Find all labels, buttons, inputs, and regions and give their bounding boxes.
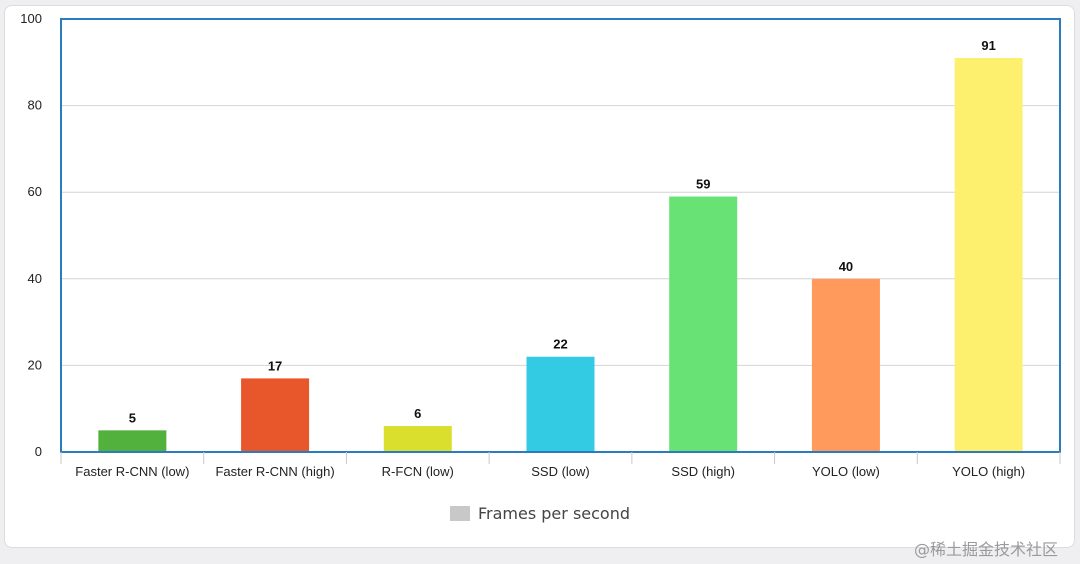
x-tick-label: Faster R-CNN (low)	[75, 464, 189, 479]
x-axis-ticks: Faster R-CNN (low) Faster R-CNN (high) R-F…	[60, 452, 1061, 479]
data-label: 6	[414, 406, 421, 421]
y-tick-label: 0	[35, 444, 42, 459]
bar	[241, 378, 310, 452]
watermark: @稀土掘金技术社区	[914, 540, 1059, 558]
data-label: 91	[981, 38, 995, 53]
chart-card	[4, 5, 1075, 548]
data-label: 5	[129, 410, 136, 425]
legend: Frames per second	[450, 503, 630, 523]
data-label: 17	[268, 358, 282, 373]
x-tick-label: YOLO (high)	[952, 464, 1025, 479]
data-label: 40	[839, 259, 853, 274]
bar	[811, 278, 880, 452]
y-tick-label: 20	[28, 357, 42, 372]
y-tick-label: 60	[28, 184, 42, 199]
data-label: 59	[696, 177, 710, 192]
y-axis-ticks: 0 20 40 60 80 100	[20, 11, 42, 459]
legend-swatch	[450, 505, 470, 521]
x-tick-label: SSD (high)	[671, 464, 735, 479]
y-tick-label: 40	[28, 271, 42, 286]
x-tick-label: SSD (low)	[531, 464, 590, 479]
bar	[526, 356, 595, 452]
data-label: 22	[553, 337, 567, 352]
y-tick-label: 80	[28, 98, 42, 113]
x-tick-label: Faster R-CNN (high)	[215, 464, 334, 479]
bar	[98, 430, 167, 452]
plot-border	[60, 18, 1061, 453]
bar	[383, 426, 452, 452]
legend-label: Frames per second	[478, 503, 630, 523]
bar	[669, 196, 738, 452]
bar	[954, 57, 1023, 452]
bars	[98, 57, 1023, 452]
data-labels: 5 17 6 22 59 40 91	[129, 38, 996, 425]
x-tick-label: YOLO (low)	[812, 464, 880, 479]
gridlines	[61, 18, 1060, 366]
y-tick-label: 100	[20, 11, 42, 26]
x-tick-label: R-FCN (low)	[382, 464, 454, 479]
